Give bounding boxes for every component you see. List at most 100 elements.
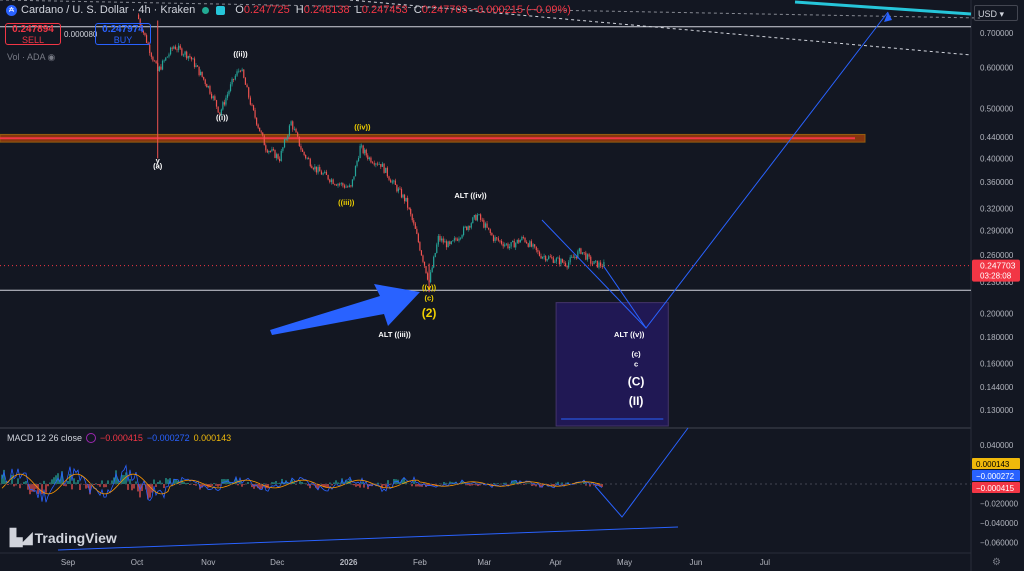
candle-body <box>288 125 291 136</box>
macd-histogram-bar <box>127 484 129 490</box>
symbol-title[interactable]: Cardano / U. S. Dollar · 4h · Kraken <box>21 4 196 16</box>
candle-body <box>361 145 363 147</box>
candle-body <box>437 235 439 245</box>
candle-body <box>314 166 316 170</box>
candle-body <box>319 167 321 172</box>
candle-body <box>231 78 233 85</box>
candle-body <box>272 149 275 151</box>
candle-body <box>473 215 475 218</box>
macd-histogram-bar <box>599 484 601 487</box>
candle-body <box>142 30 144 33</box>
macd-histogram-bar <box>159 480 161 484</box>
candle-body <box>181 48 183 56</box>
candle-body <box>330 179 333 183</box>
macd-histogram-bar <box>271 482 273 484</box>
macd-trendline <box>57 526 679 551</box>
candle-body <box>509 246 511 249</box>
candle-body <box>497 238 499 241</box>
candle-body <box>480 214 482 220</box>
candle-body <box>158 66 160 71</box>
candle-body <box>486 223 488 228</box>
macd-histogram-bar <box>115 470 117 484</box>
candle-body <box>410 209 412 215</box>
candle-body <box>353 176 355 180</box>
macd-value-tag-text: 0.000143 <box>976 460 1010 469</box>
candle-body <box>155 61 157 64</box>
candle-body <box>545 256 547 261</box>
macd-histogram-bar <box>291 479 293 484</box>
candle-body <box>598 262 600 268</box>
candle-body <box>444 241 446 243</box>
candle-body <box>532 244 534 247</box>
macd-histogram-bar <box>385 484 387 488</box>
candle-body <box>393 180 395 182</box>
candle-body <box>210 93 213 99</box>
candle-body <box>461 235 463 238</box>
candle-body <box>268 151 270 153</box>
macd-histogram-bar <box>467 484 469 486</box>
macd-histogram-bar <box>45 484 47 493</box>
macd-histogram-bar <box>463 483 465 484</box>
candle-body <box>200 71 202 76</box>
time-axis-label: Oct <box>131 558 144 567</box>
candle-body <box>368 157 370 160</box>
macd-histogram-bar <box>183 482 185 484</box>
candle-body <box>375 163 377 165</box>
candle-body <box>466 226 468 230</box>
flag-icon[interactable] <box>216 5 226 15</box>
time-axis-label: Sep <box>61 558 76 567</box>
macd-histogram-bar <box>185 482 187 484</box>
candle-body <box>580 248 582 254</box>
candle-body <box>254 110 256 118</box>
candle-body <box>282 147 284 151</box>
macd-histogram-bar <box>89 484 91 495</box>
candle-body <box>560 259 562 265</box>
sell-button[interactable]: 0.247894 SELL <box>5 23 61 45</box>
macd-histogram-bar <box>445 482 447 484</box>
volume-legend[interactable]: Vol · ADA ◉ <box>7 52 56 62</box>
sell-label: SELL <box>21 35 45 45</box>
macd-histogram-bar <box>75 482 77 484</box>
time-axis-label: Dec <box>270 558 284 567</box>
candle-body <box>335 184 338 186</box>
tradingview-logo[interactable]: ▙◢ TradingView <box>10 528 117 548</box>
candle-body <box>492 235 495 242</box>
candle-body <box>309 159 311 167</box>
macd-histogram-bar <box>377 482 379 484</box>
macd-settings-icon[interactable] <box>86 433 97 443</box>
macd-histogram-bar <box>273 482 275 484</box>
gear-icon[interactable]: ⚙ <box>992 557 1001 568</box>
candle-body <box>504 244 506 247</box>
candle-body <box>343 185 346 188</box>
macd-legend[interactable]: MACD 12 26 close −0.000415 −0.000272 0.0… <box>7 433 231 443</box>
macd-histogram-bar <box>401 479 403 484</box>
candle-body <box>585 252 587 260</box>
macd-tick-label: 0.040000 <box>980 441 1014 450</box>
candle-body <box>239 70 242 72</box>
candle-body <box>505 243 507 245</box>
candle-body <box>557 257 559 259</box>
candle-body <box>275 154 278 158</box>
wave-label: ((ii)) <box>233 50 248 59</box>
price-tick-label: 0.260000 <box>980 251 1014 260</box>
macd-histogram-bar <box>585 484 587 486</box>
macd-histogram-bar <box>359 484 361 488</box>
currency-button[interactable]: USD ▾ <box>974 5 1018 21</box>
candle-body <box>269 151 271 152</box>
candle-body <box>241 69 243 72</box>
macd-histogram-bar <box>449 481 451 484</box>
macd-histogram-bar <box>187 482 189 484</box>
candle-body <box>184 51 186 55</box>
macd-histogram-bar <box>79 484 81 490</box>
candle-body <box>555 258 557 262</box>
candle-body <box>236 71 238 76</box>
candle-body <box>397 188 400 192</box>
buy-button[interactable]: 0.247974 BUY <box>95 23 151 45</box>
candle-body <box>403 194 406 202</box>
macd-histogram-bar <box>565 482 567 484</box>
candle-body <box>540 255 542 259</box>
macd-histogram-bar <box>55 475 57 484</box>
wave-label: ALT ((iii)) <box>378 330 411 339</box>
macd-histogram-bar <box>293 481 295 484</box>
